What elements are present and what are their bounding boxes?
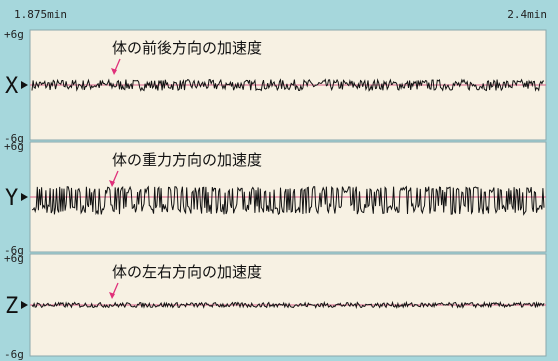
- panel-z-ymax-label: +6g: [4, 252, 24, 265]
- panel-z: +6g -6g Z 体の左右方向の加速度: [4, 252, 547, 361]
- panel-y-annotation: 体の重力方向の加速度: [112, 151, 262, 169]
- panel-y-signal-line: [31, 185, 545, 216]
- panel-z-marker-icon: [21, 301, 28, 309]
- panel-z-arrowhead-icon: [109, 292, 115, 299]
- panel-x-ymax-label: +6g: [4, 28, 24, 41]
- panel-x-marker-icon: [21, 81, 28, 89]
- panel-y-ymin-label: -6g: [4, 244, 24, 257]
- panel-y-ymax-label: +6g: [4, 140, 24, 153]
- panel-y: +6g -6g Y 体の重力方向の加速度: [4, 140, 547, 257]
- panel-x: +6g -6g X 体の前後方向の加速度: [4, 28, 547, 145]
- panel-x-arrowhead-icon: [111, 68, 117, 75]
- panel-z-ymin-label: -6g: [4, 348, 24, 361]
- panel-x-ymin-label: -6g: [4, 132, 24, 145]
- panel-z-signal-line: [31, 300, 545, 310]
- panel-x-axis-label: X: [5, 74, 19, 99]
- panel-x-signal-line: [31, 78, 545, 92]
- time-end-label: 2.4min: [507, 8, 547, 21]
- panel-z-annotation: 体の左右方向の加速度: [112, 263, 262, 281]
- panel-x-annotation: 体の前後方向の加速度: [112, 39, 262, 57]
- panel-y-marker-icon: [21, 193, 28, 201]
- time-start-label: 1.875min: [14, 8, 67, 21]
- panel-z-axis-label: Z: [5, 294, 18, 319]
- panel-y-axis-label: Y: [5, 186, 18, 211]
- panel-y-arrowhead-icon: [109, 180, 115, 187]
